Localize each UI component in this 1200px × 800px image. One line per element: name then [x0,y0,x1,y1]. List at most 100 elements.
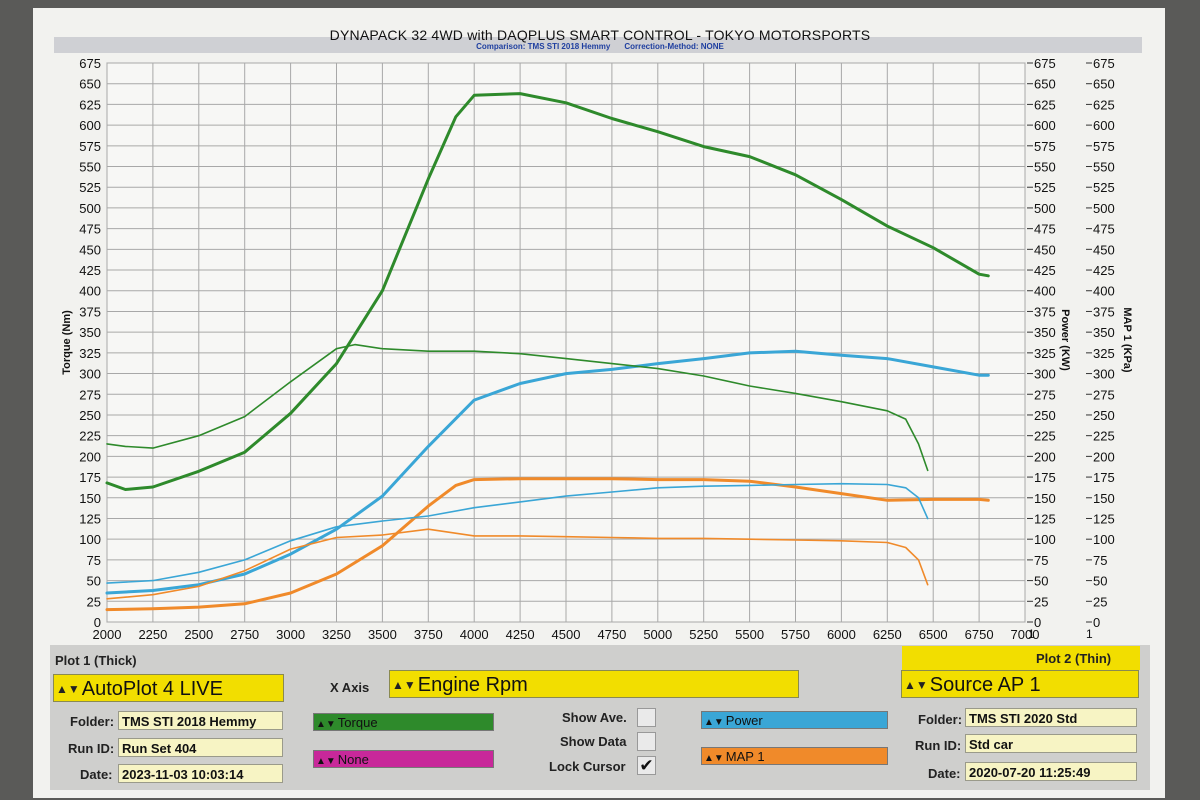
folder2-field[interactable]: TMS STI 2020 Std [965,708,1137,727]
left-y-tick-label: 525 [79,180,101,195]
updown-arrow-icon: ▲▼ [316,756,336,767]
power-y-tick-label: 150 [1034,491,1056,506]
map-y-tick-label: 400 [1093,284,1115,299]
folder2-label: Folder: [918,712,963,727]
left-y-tick-label: 675 [79,56,101,71]
power-y-tick-label: 275 [1034,387,1056,402]
x-tick-label: 3250 [322,627,351,642]
channel-none-label: None [337,752,369,767]
series-line-map-1-thin [106,528,929,600]
left-y-tick-label: 600 [79,118,101,133]
map-y-tick-label: 100 [1093,532,1115,547]
power-y-tick-label: 100 [1034,532,1056,547]
updown-arrow-icon: ▲▼ [392,678,416,692]
x-tick-label: 2250 [138,627,167,642]
x-axis-select[interactable]: ▲▼ Engine Rpm [389,670,799,698]
power-y-tick-label: 450 [1034,242,1056,257]
left-y-tick-label: 550 [79,160,101,175]
power-y-tick-label: 675 [1034,56,1056,71]
plot2-channel2-select[interactable]: ▲▼ MAP 1 [701,747,888,765]
map-y-tick-label: 450 [1093,242,1115,257]
left-y-tick-label: 250 [79,408,101,423]
plot1-source-select[interactable]: ▲▼ AutoPlot 4 LIVE [53,674,284,702]
power-y-tick-label: 475 [1034,222,1056,237]
plot1-channel1-select[interactable]: ▲▼ Torque [313,713,494,731]
map-y-tick-label: 350 [1093,325,1115,340]
map-y-tick-label: 225 [1093,429,1115,444]
map-y-tick-label: 425 [1093,263,1115,278]
x-tick-label: 2750 [230,627,259,642]
x-tick-label: 3000 [276,627,305,642]
x-tick-label: 3750 [414,627,443,642]
plot2-channel1-select[interactable]: ▲▼ Power [701,711,888,729]
x-tick-label: 6750 [965,627,994,642]
power-y-tick-label: 200 [1034,449,1056,464]
show-data-checkbox[interactable] [637,732,656,751]
map-y-tick-label: 200 [1093,449,1115,464]
dyno-chart: 2000 2250 2500 2750 3000 3250 3500 3750 4000 4250… [61,56,1133,642]
map-y-tick-label: 250 [1093,408,1115,423]
power-y-tick-label: 250 [1034,408,1056,423]
updown-arrow-icon: ▲▼ [704,717,724,728]
left-y-tick-label: 175 [79,470,101,485]
plot2-title: Plot 2 (Thin) [1036,651,1112,666]
map-y-tick-label: 325 [1093,346,1115,361]
power-y-tick-label: 425 [1034,263,1056,278]
x-tick-label: 6500 [919,627,948,642]
plot2-title-box [902,646,1140,670]
date2-field[interactable]: 2020-07-20 11:25:49 [965,762,1137,781]
runid1-field[interactable]: Run Set 404 [118,738,283,757]
map-y-tick-label: 600 [1093,118,1115,133]
show-ave-checkbox[interactable] [637,708,656,727]
map-extra-tick-label: 1 [1086,627,1093,641]
series-line-torque-thick [105,92,990,491]
power-y-tick-label: 525 [1034,180,1056,195]
map-y-tick-label: 525 [1093,180,1115,195]
map-y-tick-label: 175 [1093,470,1115,485]
show-ave-label: Show Ave. [562,710,627,725]
power-y-tick-label: 575 [1034,139,1056,154]
x-tick-label: 3500 [368,627,397,642]
plot1-channel2-select[interactable]: ▲▼ None [313,750,494,768]
power-y-tick-label: 50 [1034,574,1048,589]
date2-label: Date: [928,766,961,781]
map-y-tick-label: 125 [1093,511,1115,526]
lock-cursor-checkbox[interactable]: ✔ [637,756,656,775]
plot2-source-select[interactable]: ▲▼ Source AP 1 [901,670,1139,698]
power-y-tick-label: 550 [1034,160,1056,175]
left-y-tick-label: 425 [79,263,101,278]
power-y-tick-label: 500 [1034,201,1056,216]
channel-power-label: Power [725,713,763,728]
x-tick-label: 5500 [735,627,764,642]
power-y-tick-label: 625 [1034,97,1056,112]
x-tick-label: 2500 [184,627,213,642]
left-y-tick-label: 450 [79,242,101,257]
plot2-source-value: Source AP 1 [929,674,1041,696]
map-y-tick-label: 475 [1093,222,1115,237]
left-y-tick-label: 475 [79,222,101,237]
runid2-field[interactable]: Std car [965,734,1137,753]
x-tick-label: 4750 [597,627,626,642]
runid2-label: Run ID: [915,738,962,753]
x-tick-label: 5250 [689,627,718,642]
folder1-field[interactable]: TMS STI 2018 Hemmy [118,711,283,730]
date1-field[interactable]: 2023-11-03 10:03:14 [118,764,283,783]
left-y-tick-label: 150 [79,491,101,506]
comparison-text: Comparison: TMS STI 2018 Hemmy [476,42,611,51]
x-tick-label: 5750 [781,627,810,642]
map-y-tick-label: 500 [1093,201,1115,216]
x-axis-label: X Axis [330,680,370,695]
left-y-tick-label: 325 [79,346,101,361]
map-y-tick-label: 275 [1093,387,1115,402]
checkmark-icon: ✔ [639,756,654,775]
left-y-tick-label: 25 [87,594,101,609]
date1-label: Date: [80,767,113,782]
x-tick-label: 4000 [460,627,489,642]
left-y-tick-label: 125 [79,511,101,526]
left-y-tick-label: 400 [79,284,101,299]
plot1-title: Plot 1 (Thick) [55,653,137,668]
title-bar [54,37,1142,53]
left-y-tick-label: 225 [79,429,101,444]
power-y-tick-label: 75 [1034,553,1048,568]
power-axis-title: Power (KW) [1059,309,1071,371]
